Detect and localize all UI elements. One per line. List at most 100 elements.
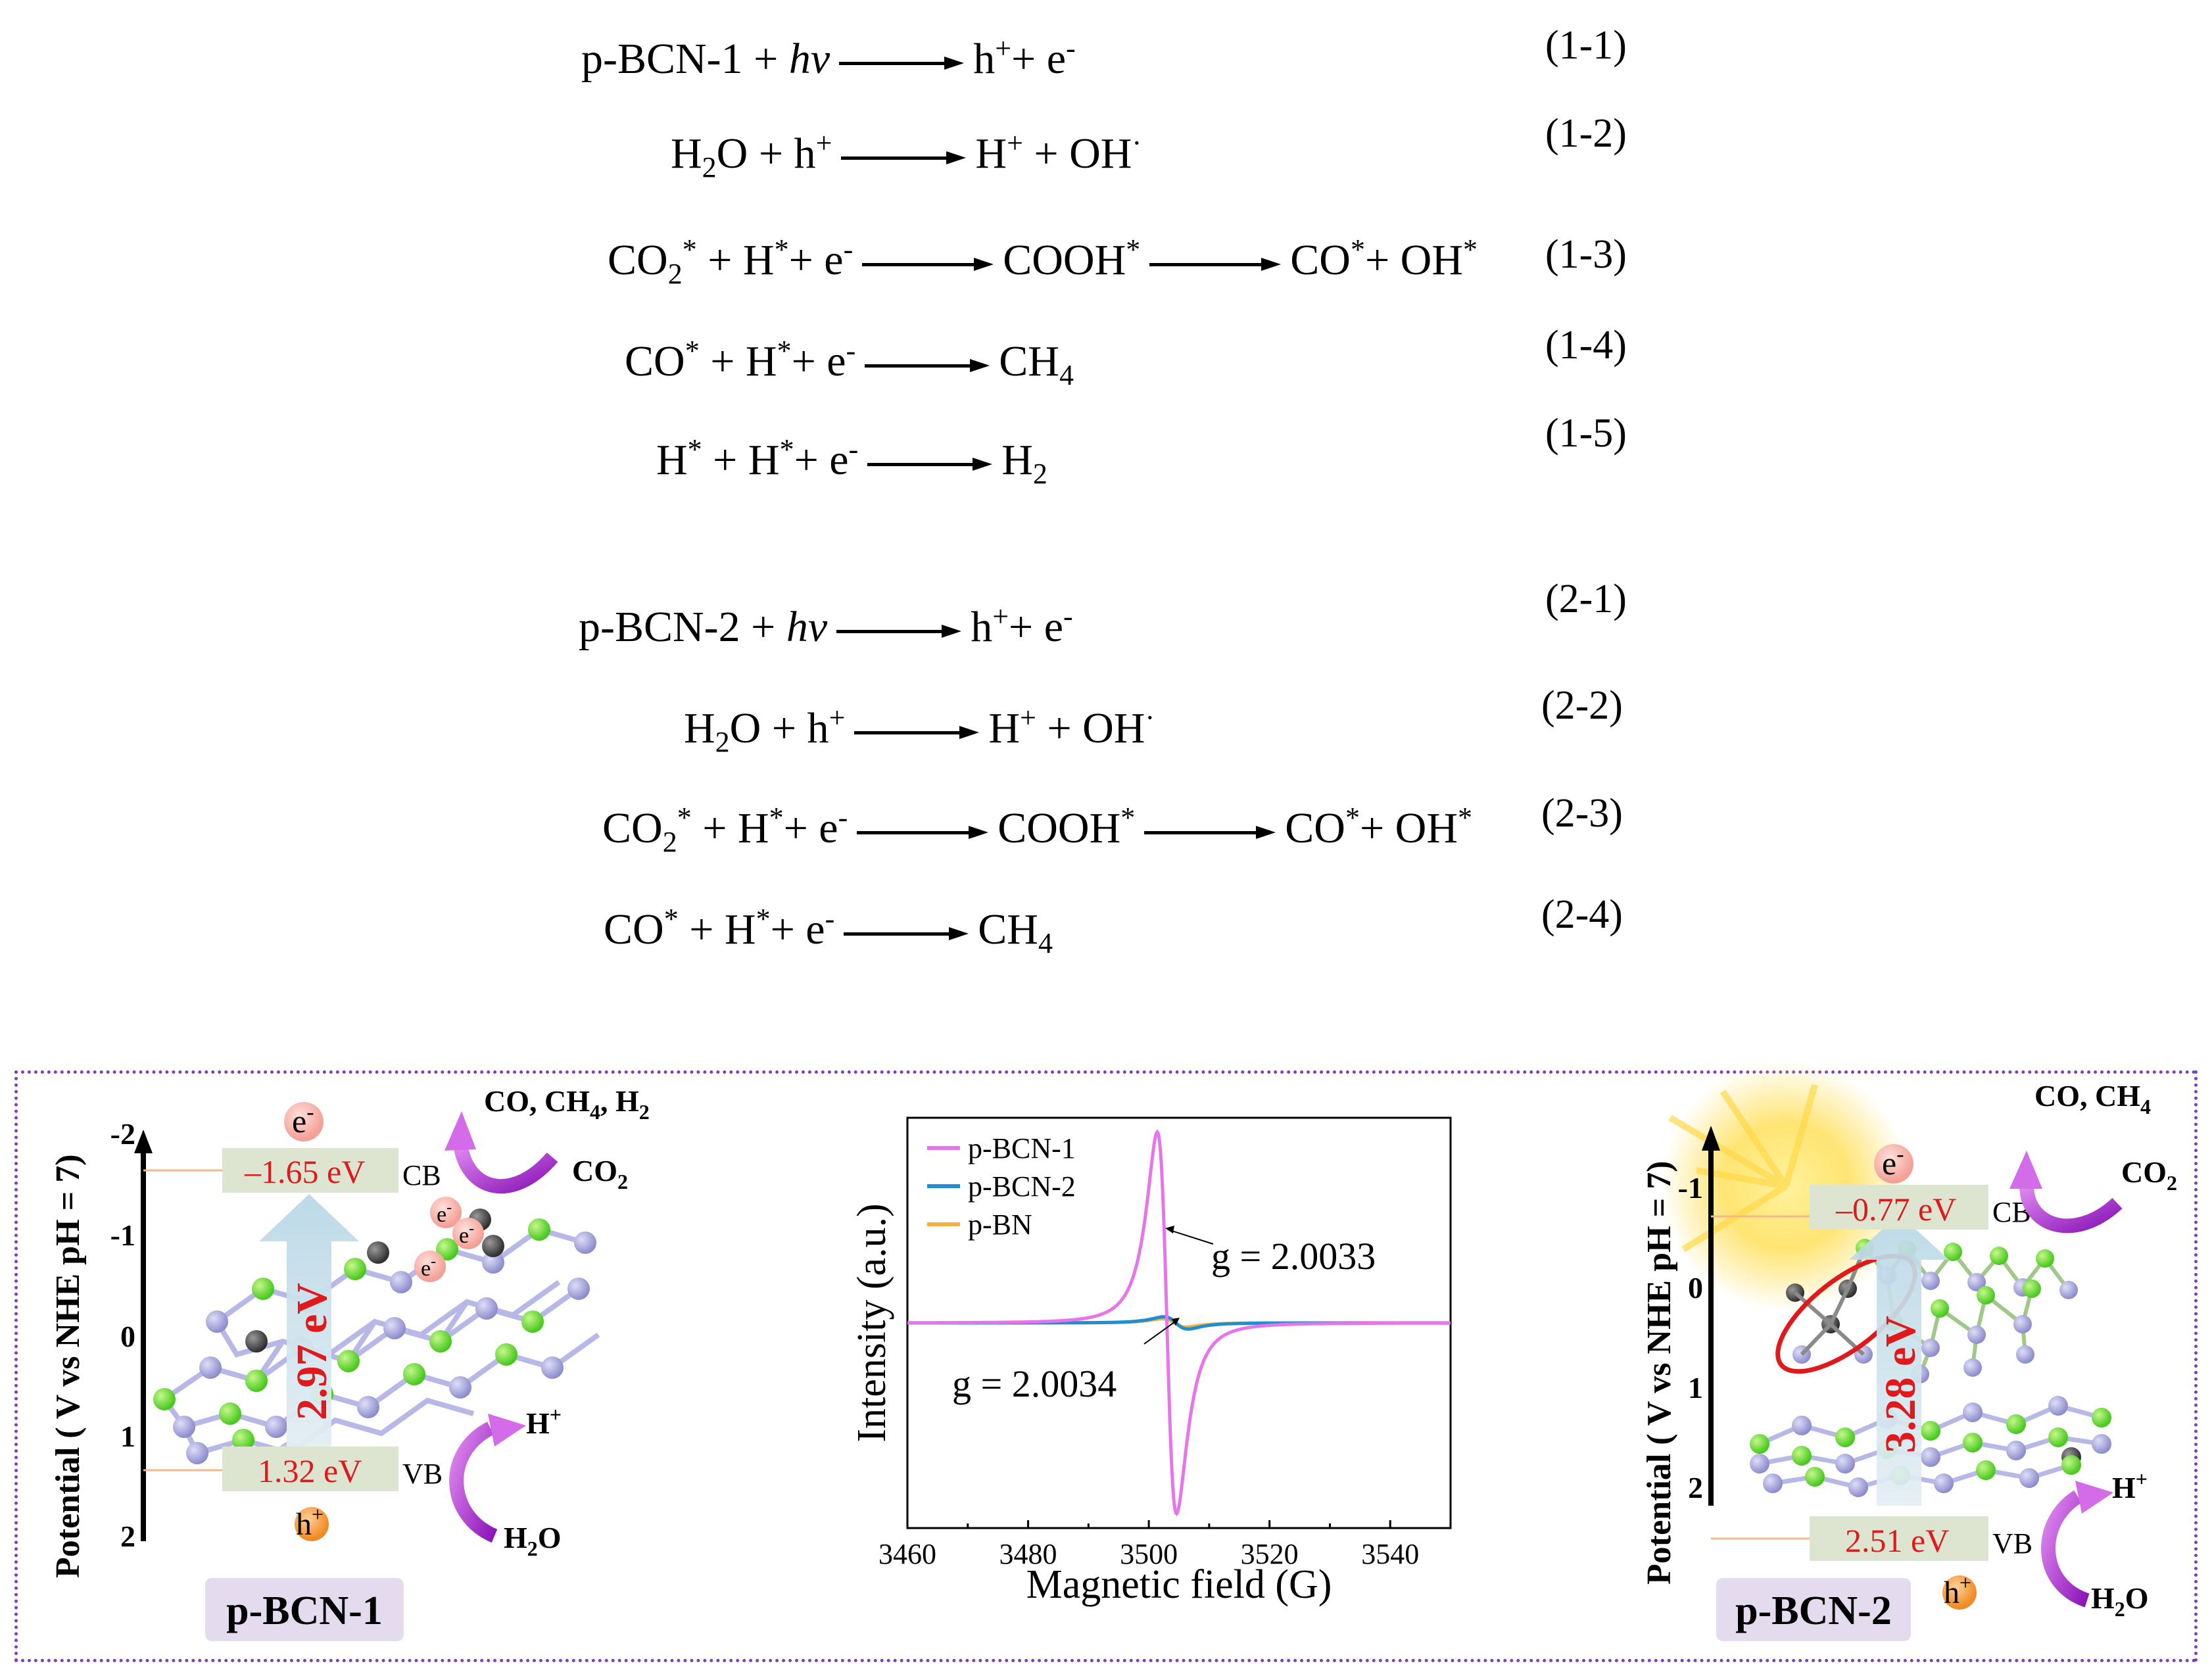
- svg-text:h+: h+: [296, 1502, 324, 1542]
- equation-number: (1-1): [1545, 23, 1627, 68]
- equation-2-3: CO2* + H*+ e- COOH* CO*+ OH*: [602, 802, 1473, 859]
- chart-annotation-1: g = 2.0033: [1211, 1235, 1376, 1278]
- right-axis-label: Potential ( V vs NHE pH = 7): [1641, 1161, 1678, 1585]
- reaction-arrow: [862, 257, 994, 271]
- equation-1-3: CO2* + H*+ e- COOH* CO*+ OH*: [608, 233, 1478, 291]
- equation-1-5: H* + H*+ e- H2: [656, 433, 1047, 491]
- chart-x-tick-label: 3480: [999, 1538, 1057, 1570]
- right-tick-label: 0: [1688, 1271, 1703, 1305]
- equation-number: (1-3): [1545, 232, 1627, 277]
- legend-label: p-BCN-2: [968, 1170, 1076, 1203]
- reaction-arrow: [865, 358, 990, 372]
- right-vb-box: [1810, 1516, 1988, 1561]
- electron-sup: -: [1896, 1142, 1904, 1166]
- hole-label: h: [1944, 1575, 1960, 1610]
- right-reactant-top: CO2: [2121, 1155, 2177, 1195]
- chart-x-ticks: 3460 3480 3500 3520 3540: [878, 1520, 1419, 1570]
- equation-1-2: H2O + h+ H+ + OH·: [671, 127, 1142, 184]
- equation-number: (2-2): [1541, 683, 1623, 728]
- electron-sup: -: [306, 1100, 314, 1124]
- chart-x-tick-label: 3520: [1241, 1538, 1299, 1570]
- hole-label: h: [296, 1507, 312, 1542]
- right-product-top: CO, CH4: [2034, 1079, 2151, 1118]
- equation-2-4: CO* + H*+ e- CH4: [604, 903, 1053, 960]
- right-vb-label: VB: [1992, 1527, 2032, 1560]
- right-material-name-box: [1716, 1578, 1911, 1641]
- left-vb-value: 1.32 eV: [258, 1452, 362, 1489]
- electron-icon: [1874, 1144, 1913, 1184]
- right-tick-label: -1: [1678, 1171, 1703, 1205]
- equation-number: (2-4): [1541, 892, 1623, 937]
- reaction-arrow: [1144, 825, 1276, 839]
- hole-icon: [295, 1507, 329, 1541]
- hole-sup: +: [1960, 1571, 1971, 1594]
- hole-sup: +: [312, 1502, 324, 1526]
- reaction-arrow: [841, 151, 967, 164]
- svg-text:e-: e-: [292, 1100, 314, 1139]
- equation-number: (1-4): [1545, 323, 1627, 368]
- left-axis-label: Potential ( V vs NHE pH = 7): [49, 1154, 87, 1578]
- equation-number: (1-5): [1545, 411, 1627, 456]
- hole-icon: [1942, 1575, 1977, 1610]
- left-cb-value: –1.65 eV: [244, 1153, 365, 1190]
- left-tick-label: -1: [110, 1218, 135, 1252]
- electron-icon: [284, 1102, 324, 1141]
- right-bandgap-arrow: [1849, 1214, 1949, 1506]
- right-reactant-bottom: H2O: [2091, 1581, 2149, 1621]
- legend-label: p-BN: [968, 1209, 1032, 1241]
- left-cb-label: CB: [402, 1159, 441, 1191]
- equation-1-1: p-BCN-1 + hv h++ e-: [581, 32, 1076, 83]
- right-band-diagram: Potential ( V vs NHE pH = 7) -1 0 1 2: [1641, 1061, 2177, 1641]
- reaction-arrow: [1149, 257, 1282, 271]
- right-bandgap-label: 3.28 eV: [1877, 1316, 1925, 1453]
- left-product-top: CO, CH4, H2: [484, 1084, 650, 1124]
- equation-number: (1-2): [1545, 111, 1627, 156]
- chart-annotation-2: g = 2.0034: [952, 1362, 1117, 1405]
- svg-text:h+: h+: [1944, 1571, 1971, 1610]
- left-tick-label: -2: [110, 1117, 135, 1151]
- left-reactant-bottom: H2O: [504, 1521, 562, 1560]
- legend-label: p-BCN-1: [968, 1132, 1076, 1164]
- chart-x-tick-label: 3460: [878, 1538, 936, 1570]
- annotation-leader-2: [1143, 1320, 1178, 1345]
- right-tick-label: 1: [1688, 1371, 1703, 1404]
- reaction-arrow: [867, 457, 993, 471]
- reaction-arrow: [844, 926, 969, 940]
- left-bandgap-label: 2.97 eV: [288, 1283, 336, 1420]
- left-reactant-top: CO2: [572, 1154, 628, 1193]
- equation-1-4: CO* + H*+ e- CH4: [625, 335, 1074, 392]
- svg-text:e-: e-: [1882, 1142, 1904, 1182]
- left-co2-reduction-arrow: [453, 1143, 558, 1194]
- right-tick-label: 2: [1688, 1471, 1703, 1504]
- left-vb-box: [222, 1447, 398, 1491]
- annotation-leader-1: [1167, 1229, 1214, 1245]
- left-band-diagram: Potential ( V vs NHE pH = 7) -2 -1 0 1 2: [49, 1084, 650, 1641]
- chart-legend: p-BCN-1 p-BCN-2 p-BN: [927, 1132, 1076, 1241]
- equation-2-2: H2O + h+ H+ + OH·: [684, 702, 1155, 759]
- surface-electrons: e- e- e-: [414, 1197, 484, 1282]
- left-bandgap-arrow: [259, 1194, 359, 1450]
- right-water-oxidation-arrow: [2041, 1490, 2090, 1608]
- left-product-bottom: H+: [526, 1402, 562, 1440]
- reaction-arrow: [839, 56, 965, 70]
- left-vb-label: VB: [402, 1458, 443, 1490]
- left-tick-label: 2: [120, 1520, 135, 1553]
- chart-x-axis-label: Magnetic field (G): [1026, 1562, 1332, 1607]
- reaction-arrow: [854, 725, 980, 739]
- equation-number: (2-1): [1545, 577, 1627, 621]
- left-cb-box: [222, 1148, 398, 1193]
- right-co2-reduction-arrow: [2019, 1183, 2123, 1233]
- mechanism-panel: [14, 1070, 2198, 1662]
- chart-series-group: [907, 1129, 1451, 1516]
- left-material-name: p-BCN-1: [226, 1589, 383, 1633]
- left-water-oxidation-arrow: [449, 1422, 498, 1543]
- right-material-name: p-BCN-2: [1735, 1589, 1892, 1633]
- chart-x-tick-label: 3540: [1361, 1538, 1419, 1570]
- right-cb-value: –0.77 eV: [1835, 1191, 1956, 1228]
- chart-x-tick-label: 3500: [1120, 1538, 1178, 1570]
- electron-label: e: [292, 1103, 306, 1139]
- left-tick-label: 1: [120, 1420, 135, 1453]
- left-material-name-box: [205, 1578, 404, 1641]
- reaction-arrow: [836, 624, 962, 638]
